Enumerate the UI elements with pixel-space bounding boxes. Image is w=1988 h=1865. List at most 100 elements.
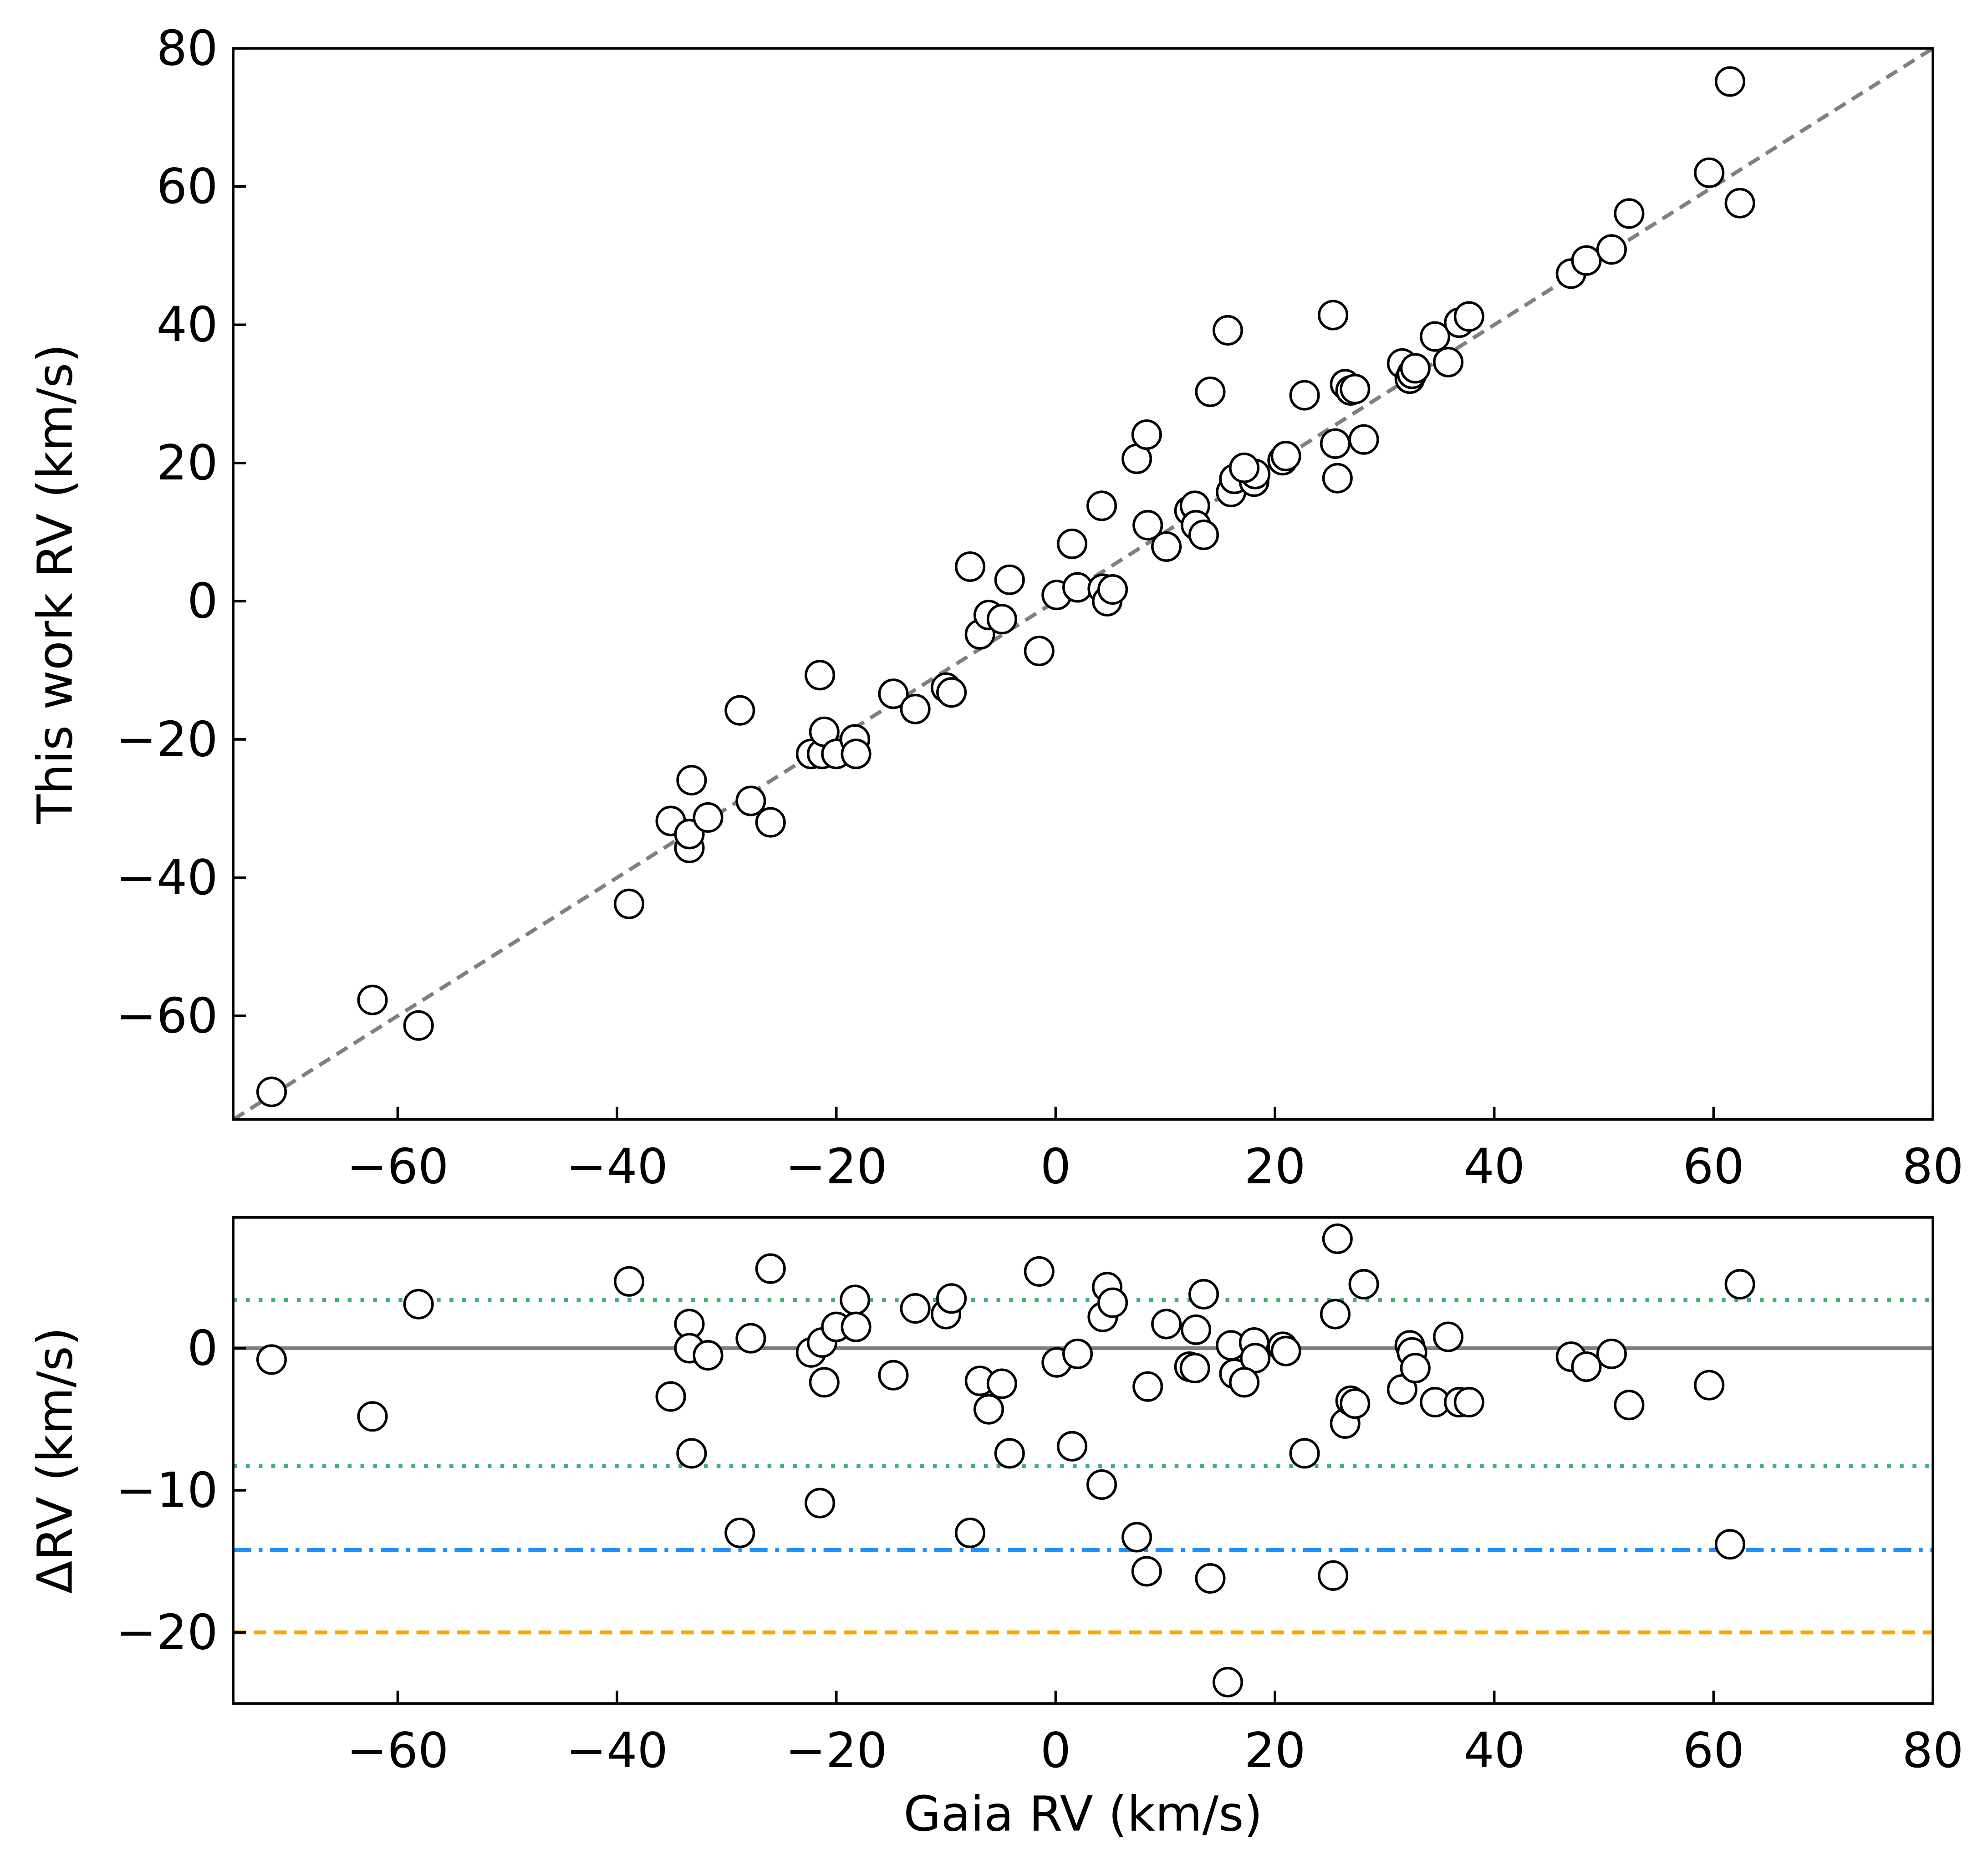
scatter-point — [1322, 1223, 1353, 1254]
scatter-point — [1024, 636, 1055, 667]
scatter-point — [1348, 424, 1379, 455]
x-tick-label: 40 — [1463, 1138, 1525, 1195]
x-tick-label: 60 — [1683, 1722, 1744, 1779]
scatter-point — [1724, 188, 1755, 219]
scatter-point — [841, 739, 872, 769]
scatter-point — [676, 1438, 707, 1469]
scatter-point — [1056, 1431, 1088, 1462]
scatter-point — [1212, 315, 1243, 346]
scatter-point — [1024, 1256, 1055, 1287]
scatter-point — [1571, 245, 1602, 276]
x-tick-label: 0 — [1040, 1138, 1071, 1195]
scatter-point — [1151, 1309, 1182, 1340]
scatter-point — [755, 807, 786, 838]
scatter-point — [1432, 347, 1464, 377]
scatter-point — [1131, 419, 1162, 450]
scatter-point — [805, 1488, 836, 1518]
scatter-point — [1195, 376, 1226, 408]
scatter-point — [1097, 574, 1128, 605]
scatter-point — [1571, 1351, 1602, 1382]
scatter-point — [1453, 301, 1484, 332]
scatter-point — [1132, 1371, 1163, 1402]
scatter-point — [655, 1381, 686, 1412]
scatter-point — [841, 1311, 872, 1342]
x-axis-label: Gaia RV (km/s) — [903, 1786, 1263, 1843]
scatter-point — [936, 1283, 967, 1314]
scatter-point — [1714, 1529, 1745, 1560]
scatter-point — [1270, 1335, 1301, 1366]
scatter-point — [724, 695, 755, 726]
scatter-point — [1318, 300, 1349, 331]
scatter-point — [1694, 1370, 1725, 1401]
scatter-point — [256, 1076, 287, 1107]
scatter-point — [357, 1401, 388, 1432]
scatter-point — [809, 1367, 840, 1398]
scatter-point — [1132, 510, 1163, 540]
y-tick-label: 80 — [157, 20, 218, 76]
y-tick-label: 0 — [187, 573, 218, 630]
plot-frame — [232, 47, 1934, 1121]
y-tick-label: 0 — [187, 1320, 218, 1376]
scatter-point — [1318, 1560, 1349, 1591]
scatter-point — [676, 764, 707, 796]
scatter-point — [1453, 1387, 1484, 1418]
scatter-point — [1151, 531, 1182, 562]
scatter-point — [1614, 198, 1645, 229]
scatter-point — [955, 1518, 986, 1549]
x-tick-label: 80 — [1902, 1138, 1963, 1195]
scatter-point — [1340, 1388, 1371, 1419]
scatter-point — [1400, 353, 1431, 384]
scatter-point — [1188, 520, 1219, 550]
scatter-point — [1596, 234, 1627, 265]
scatter-point — [735, 1323, 766, 1354]
scatter-point — [878, 1360, 909, 1391]
x-tick-label: −20 — [785, 1722, 887, 1779]
scatter-point — [936, 677, 967, 708]
scatter-point — [1131, 1556, 1162, 1587]
scatter-point — [994, 564, 1025, 595]
x-tick-label: 20 — [1244, 1722, 1305, 1779]
x-tick-label: 40 — [1463, 1722, 1525, 1779]
x-tick-label: −40 — [566, 1138, 668, 1195]
scatter-point — [878, 678, 909, 709]
scatter-point — [973, 1394, 1004, 1425]
scatter-point — [1195, 1563, 1226, 1594]
y-tick-label: −40 — [116, 850, 218, 906]
scatter-point — [1289, 380, 1320, 411]
scatter-point — [1348, 1269, 1379, 1300]
scatter-point — [1420, 321, 1451, 352]
x-tick-label: 0 — [1040, 1722, 1071, 1779]
y-tick-label: 20 — [157, 435, 218, 491]
scatter-point — [955, 551, 986, 582]
y-axis-label: ΔRV (km/s) — [27, 1327, 83, 1594]
scatter-point — [1432, 1321, 1464, 1352]
scatter-point — [1212, 1666, 1243, 1697]
y-tick-label: −20 — [116, 711, 218, 768]
y-tick-label: −10 — [116, 1462, 218, 1518]
scatter-point — [693, 1340, 724, 1371]
scatter-point — [1181, 1314, 1212, 1345]
scatter-point — [1097, 1287, 1128, 1318]
scatter-point — [1320, 428, 1351, 459]
scatter-point — [1086, 1469, 1117, 1500]
x-tick-label: −20 — [785, 1138, 887, 1195]
y-tick-label: 60 — [157, 158, 218, 215]
x-tick-label: 20 — [1244, 1138, 1305, 1195]
scatter-point — [693, 802, 724, 833]
scatter-point — [1289, 1438, 1320, 1469]
scatter-point — [1400, 1353, 1431, 1384]
scatter-point — [805, 660, 836, 691]
scatter-point — [724, 1518, 755, 1549]
scatter-point — [1322, 463, 1353, 494]
scatter-point — [1340, 373, 1371, 404]
scatter-point — [900, 1293, 931, 1324]
x-tick-label: 80 — [1902, 1722, 1963, 1779]
y-tick-label: 40 — [157, 297, 218, 353]
scatter-point — [1062, 572, 1093, 603]
scatter-point — [986, 604, 1017, 635]
scatter-point — [1188, 1279, 1219, 1310]
scatter-point — [403, 1289, 434, 1320]
scatter-point — [1724, 1269, 1755, 1300]
scatter-point — [900, 693, 931, 724]
